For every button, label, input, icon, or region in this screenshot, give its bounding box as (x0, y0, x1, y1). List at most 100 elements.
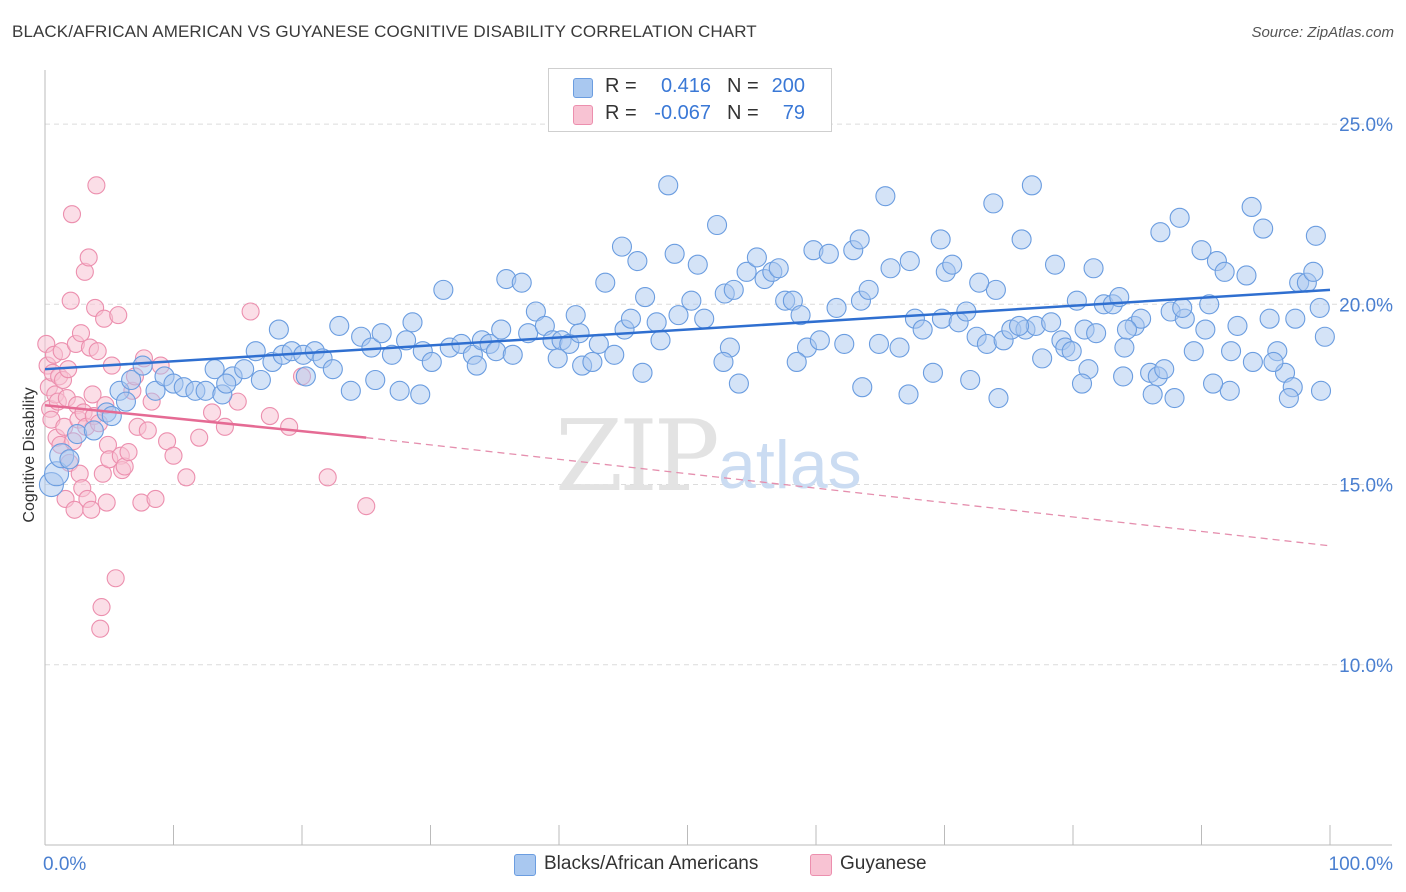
black-point (1303, 261, 1324, 282)
black-point (1305, 225, 1326, 246)
blacks-trend-line (44, 288, 1331, 371)
black-point (899, 250, 920, 272)
black-point (381, 344, 403, 365)
y-tick-label: 20.0% (1339, 295, 1393, 316)
black-point (216, 373, 237, 394)
black-point (485, 341, 507, 362)
black-point (889, 337, 910, 358)
guyanese-point (83, 385, 102, 404)
black-point (1195, 319, 1216, 340)
black-point (525, 301, 546, 322)
black-point (983, 193, 1004, 214)
guyanese-point (318, 468, 337, 487)
black-point (1278, 387, 1299, 409)
guyanese-point (357, 497, 376, 516)
guyanese-point (71, 324, 91, 343)
black-point (611, 236, 633, 257)
grid-lines (45, 123, 1392, 666)
guyanese-swatch (810, 854, 832, 876)
black-point (1150, 222, 1171, 243)
black-point (234, 359, 255, 380)
legend-label: Blacks/African Americans (544, 853, 759, 874)
black-point (713, 351, 734, 373)
black-point (101, 405, 122, 427)
guyanese-point (260, 406, 279, 426)
black-point (818, 243, 839, 264)
black-point (1183, 341, 1204, 362)
black-point (1169, 207, 1190, 228)
black-point (668, 305, 689, 326)
black-point (1032, 348, 1053, 369)
black-point (942, 254, 963, 275)
x-tick-labels: 0.0% 100.0% (43, 854, 1393, 875)
guyanese-point (82, 500, 101, 519)
black-point (834, 333, 855, 355)
black-point (646, 312, 667, 333)
black-point (1214, 261, 1235, 282)
black-point (402, 312, 423, 333)
guyanese-point (241, 302, 260, 321)
black-point (340, 380, 361, 401)
black-point (1061, 341, 1082, 362)
black-point (433, 279, 454, 300)
black-point (1242, 351, 1263, 373)
black-point (329, 315, 350, 336)
guyanese-point (79, 248, 98, 267)
black-point (849, 229, 870, 250)
guyanese-point (88, 342, 107, 361)
r-label: R = (605, 75, 637, 97)
r-label: R = (605, 102, 637, 124)
black-point (736, 261, 757, 282)
black-point (635, 287, 656, 308)
black-point (746, 247, 767, 268)
black-point (1011, 229, 1032, 250)
black-point (1263, 351, 1284, 373)
guyanese-swatch (573, 105, 593, 125)
blacks-swatch (514, 854, 536, 876)
axes (44, 70, 1392, 846)
y-tick-labels: 25.0% 20.0% 15.0% 10.0% (1339, 115, 1393, 677)
black-point (1114, 337, 1135, 358)
guyanese-point (280, 417, 299, 436)
black-point (1172, 297, 1193, 318)
guyanese-point (91, 619, 110, 638)
black-point (960, 369, 981, 391)
black-point (786, 351, 807, 373)
guyanese-point (106, 569, 125, 588)
source-label: Source: ZipAtlas.com (1251, 24, 1394, 41)
black-point (1221, 341, 1242, 362)
black-point (1154, 359, 1175, 380)
black-point (632, 362, 653, 383)
n-label: N = (727, 75, 759, 97)
black-point (768, 258, 789, 279)
r-value: -0.067 (654, 102, 711, 124)
black-point (511, 272, 532, 293)
guyanese-trend-line (44, 403, 367, 439)
trend-lines (44, 288, 1331, 547)
black-point (569, 323, 590, 344)
guyanese-point (87, 176, 106, 195)
guyanese-point (97, 493, 116, 512)
guyanese-point (92, 598, 111, 617)
guyanese-point (119, 443, 138, 462)
black-point (582, 351, 603, 373)
black-point (912, 319, 933, 340)
black-point (83, 420, 104, 441)
chart-title: BLACK/AFRICAN AMERICAN VS GUYANESE COGNI… (12, 22, 757, 41)
black-point (790, 305, 811, 326)
black-point (809, 330, 830, 351)
black-point (931, 308, 952, 329)
black-point (1066, 290, 1087, 311)
black-point (1113, 366, 1134, 387)
y-axis-label: Cognitive Disability (21, 387, 38, 522)
black-point (1219, 380, 1240, 401)
black-point (565, 305, 586, 326)
black-point (930, 229, 951, 250)
black-point (595, 272, 616, 293)
black-point (969, 272, 990, 293)
black-point (389, 380, 410, 401)
guyanese-point (177, 468, 196, 487)
black-point (1309, 297, 1330, 318)
n-value: 79 (782, 102, 805, 124)
black-point (1191, 240, 1212, 261)
